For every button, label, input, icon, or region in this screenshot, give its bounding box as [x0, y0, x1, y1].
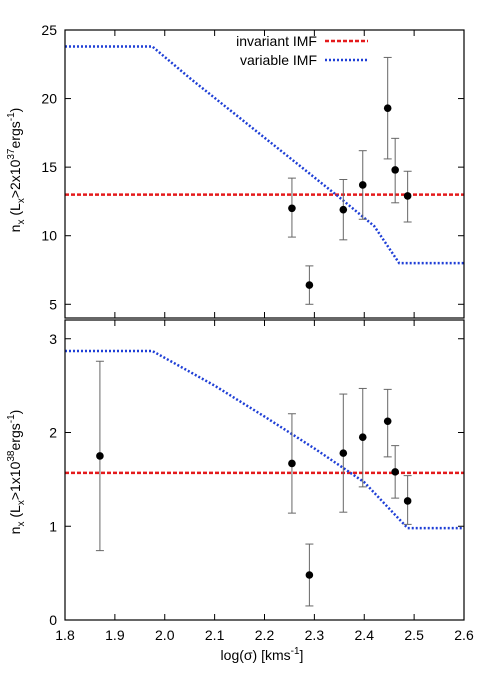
point-marker	[358, 181, 367, 189]
top-data-point	[287, 177, 296, 238]
bottom-data-point	[403, 475, 412, 525]
point-marker	[288, 459, 296, 468]
x-tick-label: 2.5	[404, 627, 424, 643]
top-y-tick-label: 20	[41, 91, 57, 107]
point-marker	[383, 417, 392, 426]
legend: invariant IMF variable IMF	[236, 33, 368, 68]
bottom-data-point	[339, 393, 348, 513]
bottom-variable-imf-line	[65, 349, 464, 530]
top-panel: 5 10 15 20 25	[41, 22, 465, 319]
legend-label-variable: variable IMF	[240, 52, 317, 68]
x-tick-label: 2.3	[305, 627, 325, 643]
point-marker	[358, 433, 367, 441]
point-marker	[339, 205, 348, 214]
bottom-y-tick-label: 2	[49, 425, 57, 441]
top-y-tick-label: 15	[41, 159, 57, 175]
bottom-plot-frame	[64, 319, 465, 621]
point-marker	[383, 104, 392, 112]
bottom-panel: 1.8 1.9 2.0 2.1 2.2 2.3 2.4 2.5 2.6 0 1 2 3	[49, 319, 474, 643]
point-marker	[391, 468, 399, 476]
x-tick-label: 2.0	[155, 627, 175, 643]
x-tick-label: 2.6	[454, 627, 474, 643]
x-tick-label: 2.1	[205, 627, 225, 643]
x-tick-label: 2.2	[255, 627, 275, 643]
bottom-y-tick-label: 1	[49, 518, 57, 534]
top-y-axis-label: nx (Lx>2x1037ergs-1)	[6, 108, 27, 233]
point-marker	[403, 192, 412, 200]
bottom-data-point	[305, 543, 314, 607]
point-marker	[339, 449, 348, 457]
top-data-point	[339, 178, 348, 241]
top-data-point	[305, 265, 314, 305]
legend-label-invariant: invariant IMF	[236, 33, 317, 49]
top-y-tick-label: 5	[49, 296, 57, 312]
point-marker	[305, 571, 314, 579]
point-marker	[391, 166, 399, 174]
top-variable-imf-line	[65, 45, 464, 265]
point-marker	[288, 204, 296, 213]
bottom-y-axis-label: nx (Lx>1x1038ergs-1)	[6, 410, 27, 535]
point-marker	[403, 497, 412, 505]
bottom-data-point	[391, 445, 400, 499]
bottom-data-point	[383, 388, 392, 458]
x-tick-label: 2.4	[355, 627, 375, 643]
bottom-y-tick-label: 3	[49, 331, 57, 347]
x-tick-label: 1.9	[105, 627, 125, 643]
top-y-tick-label: 25	[41, 22, 57, 38]
bottom-y-tick-label: 0	[49, 612, 57, 628]
bottom-data-point	[95, 360, 104, 552]
bottom-data-point	[358, 387, 367, 488]
x-axis-label: log(σ) [kms-1]	[221, 646, 304, 663]
point-marker	[96, 452, 104, 460]
top-data-point	[403, 170, 412, 223]
bottom-data-point	[287, 413, 296, 514]
top-data-point	[358, 150, 367, 220]
top-data-point	[383, 56, 392, 160]
point-marker	[305, 281, 314, 289]
top-plot-frame	[64, 29, 465, 319]
top-y-tick-label: 10	[41, 228, 57, 244]
x-tick-label: 1.8	[55, 627, 75, 643]
top-data-point	[391, 137, 400, 204]
